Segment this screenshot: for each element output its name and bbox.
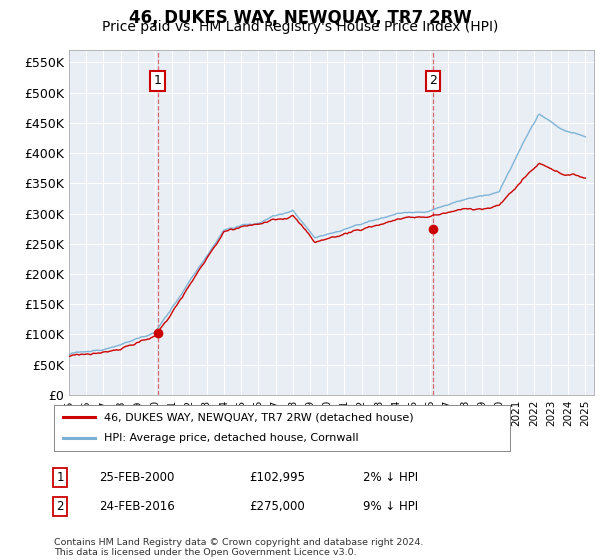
- Text: 1: 1: [154, 74, 161, 87]
- Text: 1: 1: [56, 470, 64, 484]
- Text: 2: 2: [429, 74, 437, 87]
- Text: 2% ↓ HPI: 2% ↓ HPI: [363, 470, 418, 484]
- Text: HPI: Average price, detached house, Cornwall: HPI: Average price, detached house, Corn…: [104, 433, 359, 444]
- Text: 9% ↓ HPI: 9% ↓ HPI: [363, 500, 418, 514]
- Text: 24-FEB-2016: 24-FEB-2016: [99, 500, 175, 514]
- Text: Contains HM Land Registry data © Crown copyright and database right 2024.
This d: Contains HM Land Registry data © Crown c…: [54, 538, 424, 557]
- Text: 2: 2: [56, 500, 64, 514]
- Text: 46, DUKES WAY, NEWQUAY, TR7 2RW: 46, DUKES WAY, NEWQUAY, TR7 2RW: [128, 9, 472, 27]
- Text: Price paid vs. HM Land Registry's House Price Index (HPI): Price paid vs. HM Land Registry's House …: [102, 20, 498, 34]
- Text: £275,000: £275,000: [249, 500, 305, 514]
- Text: 46, DUKES WAY, NEWQUAY, TR7 2RW (detached house): 46, DUKES WAY, NEWQUAY, TR7 2RW (detache…: [104, 412, 414, 422]
- Text: £102,995: £102,995: [249, 470, 305, 484]
- Text: 25-FEB-2000: 25-FEB-2000: [99, 470, 175, 484]
